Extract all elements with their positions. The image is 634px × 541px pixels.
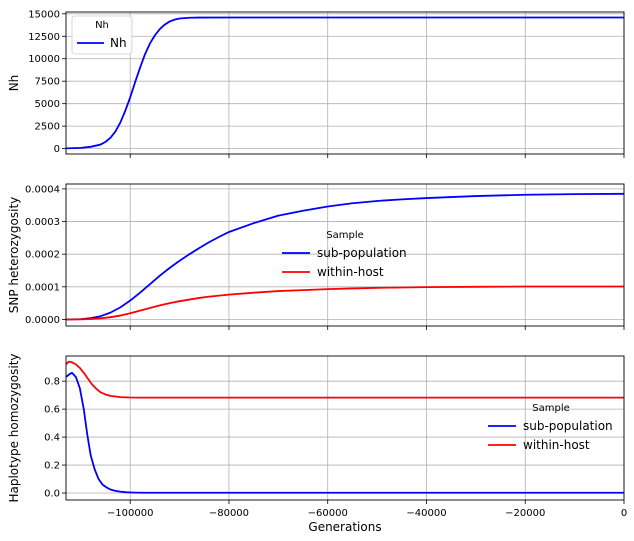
series-line-within-host (65, 285, 624, 321)
axes-frame (65, 11, 625, 155)
x-tick-label: −80000 (209, 508, 249, 519)
y-axis-label: Nh (7, 75, 21, 92)
y-tick-label: 12500 (28, 32, 60, 43)
y-tick-label: 0.0 (44, 489, 60, 500)
legend-entry: Nh (110, 36, 127, 50)
y-tick-label: 0.0003 (25, 217, 60, 228)
legend-entry: sub-population (523, 419, 613, 433)
y-tick-label: 0.6 (44, 405, 60, 416)
y-tick-label: 0.2 (44, 461, 60, 472)
y-tick-label: 0.8 (44, 377, 60, 388)
series-line-within-host (65, 360, 624, 399)
axes-frame (65, 183, 625, 327)
legend-box (71, 15, 133, 55)
panel-3: 0.0 0.2 0.4 0.6 0.8 −100000 −80000 −60000 −40000… (7, 353, 627, 534)
legend-entry: within-host (317, 265, 384, 279)
x-tick-label: −100000 (107, 508, 154, 519)
x-tick-label: 0 (621, 508, 627, 519)
y-axis-label: Haplotype homozygosity (7, 353, 21, 502)
y-tick-label: 0 (54, 144, 60, 155)
legend-title: Nh (95, 20, 109, 31)
legend-entry: within-host (523, 438, 590, 452)
legend: Sample sub-population within-host (282, 230, 407, 279)
y-tick-label: 0.4 (44, 433, 60, 444)
panel-2: 0.0000 0.0001 0.0002 0.0003 0.0004 SNP hetero… (7, 183, 625, 330)
legend-title: Sample (326, 230, 364, 241)
y-axis-label: SNP heterozygosity (7, 197, 21, 313)
y-tick-label: 7500 (35, 77, 60, 88)
y-tick-label: 5000 (35, 99, 60, 110)
x-tick-label: −40000 (406, 508, 446, 519)
y-tick-label: 0.0000 (25, 315, 60, 326)
series-line-nh (65, 16, 624, 150)
y-tick-label: 10000 (28, 54, 60, 65)
y-tick-label: 2500 (35, 122, 60, 133)
series-line-sub-population (65, 192, 625, 321)
series-line-sub-population (65, 371, 624, 494)
y-tick-label: 0.0002 (25, 250, 60, 261)
y-tick-label: 0.0004 (25, 184, 60, 195)
x-axis-label: Generations (308, 520, 381, 534)
x-tick-label: −60000 (308, 508, 348, 519)
legend: Sample sub-population within-host (488, 403, 613, 452)
y-tick-label: 0.0001 (25, 282, 60, 293)
axes-frame (65, 355, 625, 501)
legend-entry: sub-population (317, 246, 407, 260)
y-tick-label: 15000 (28, 9, 60, 20)
x-tick-label: −20000 (505, 508, 545, 519)
legend-title: Sample (532, 403, 570, 414)
